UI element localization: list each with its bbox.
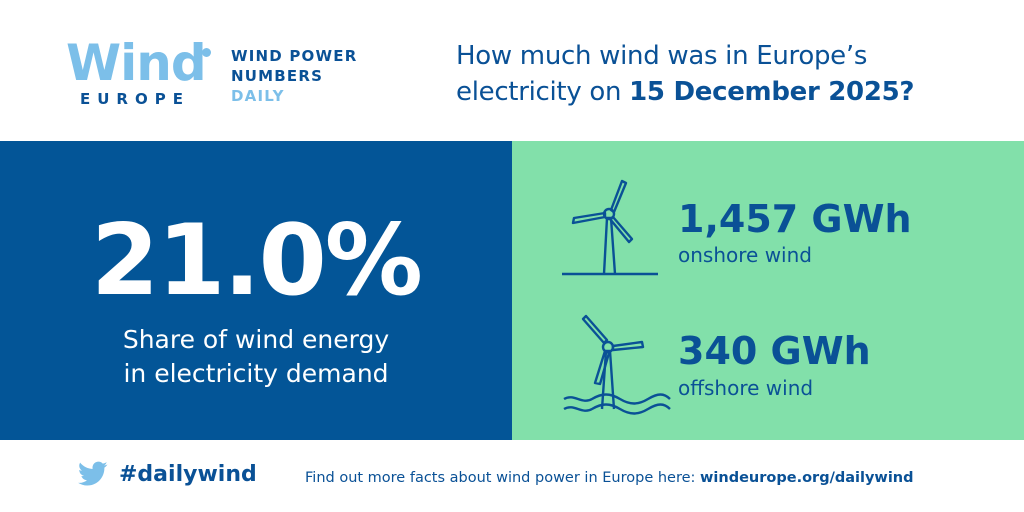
headline-line-1: How much wind was in Europe’s xyxy=(456,41,868,71)
logo-dot xyxy=(202,48,211,57)
logo-europe-text: EUROPE xyxy=(80,90,190,108)
share-value: 21.0% xyxy=(91,204,423,318)
onshore-turbine-icon xyxy=(562,179,658,276)
share-caption-line-2: in electricity demand xyxy=(123,359,389,388)
windeurope-logo: Wind EUROPE xyxy=(66,34,211,110)
share-caption-line-1: Share of wind energy xyxy=(122,325,390,354)
twitter-bird-icon[interactable] xyxy=(78,461,108,487)
tagline-line-1: WIND POWER xyxy=(231,47,358,65)
onshore-value: 1,457 GWh xyxy=(678,197,912,241)
offshore-turbine-icon xyxy=(563,314,671,415)
footer: #dailywind Find out more facts about win… xyxy=(0,440,1024,512)
headline-date: 15 December 2025? xyxy=(629,77,915,107)
find-more-label: Find out more facts about wind power in … xyxy=(305,470,701,486)
tagline: WIND POWER NUMBERS DAILY xyxy=(231,46,357,106)
onshore-label: onshore wind xyxy=(678,243,812,267)
offshore-label: offshore wind xyxy=(678,376,814,400)
share-panel: 21.0% Share of wind energy in electricit… xyxy=(0,141,512,440)
header: Wind EUROPE WIND POWER NUMBERS DAILY How… xyxy=(0,0,1024,141)
find-more-text: Find out more facts about wind power in … xyxy=(305,468,914,488)
tagline-line-3: DAILY xyxy=(231,87,285,105)
offshore-value: 340 GWh xyxy=(678,329,871,373)
headline: How much wind was in Europe’s electricit… xyxy=(456,38,915,110)
dailywind-link[interactable]: windeurope.org/dailywind xyxy=(700,470,914,486)
tagline-line-2: NUMBERS xyxy=(231,67,324,85)
generation-panel: 1,457 GWh onshore wind 340 GWh offshore … xyxy=(512,141,1024,440)
logo-wind-text: Wind xyxy=(66,34,207,92)
headline-prefix: electricity on xyxy=(456,77,630,107)
share-caption: Share of wind energy in electricity dema… xyxy=(0,323,512,391)
hashtag[interactable]: #dailywind xyxy=(119,462,257,487)
headline-line-2: electricity on 15 December 2025? xyxy=(456,74,915,110)
